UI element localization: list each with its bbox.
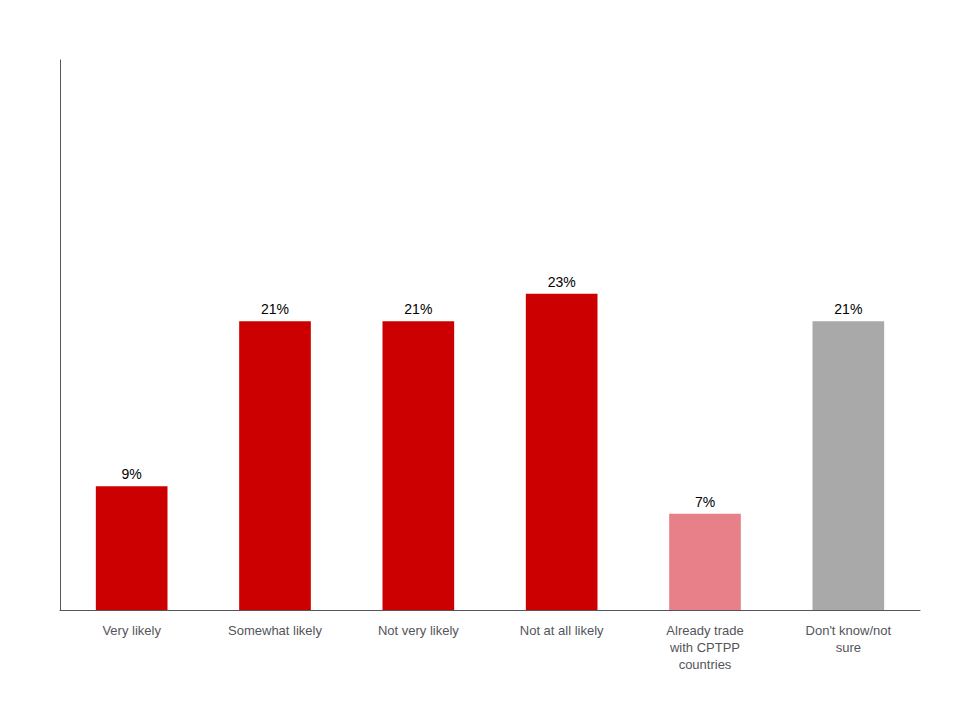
svg-text:21%: 21% — [404, 301, 432, 317]
svg-text:21%: 21% — [261, 301, 289, 317]
svg-text:Not at all likely: Not at all likely — [520, 623, 604, 638]
svg-text:with CPTPP: with CPTPP — [669, 640, 740, 655]
svg-text:countries: countries — [679, 657, 732, 672]
svg-text:Very likely: Very likely — [102, 623, 161, 638]
svg-text:9%: 9% — [122, 466, 142, 482]
svg-text:Don't know/not: Don't know/not — [806, 623, 892, 638]
svg-text:7%: 7% — [695, 494, 715, 510]
svg-text:Already trade: Already trade — [666, 623, 743, 638]
svg-text:23%: 23% — [548, 274, 576, 290]
svg-text:Not very likely: Not very likely — [378, 623, 459, 638]
svg-text:sure: sure — [836, 640, 861, 655]
svg-text:Somewhat likely: Somewhat likely — [228, 623, 322, 638]
svg-text:21%: 21% — [834, 301, 862, 317]
